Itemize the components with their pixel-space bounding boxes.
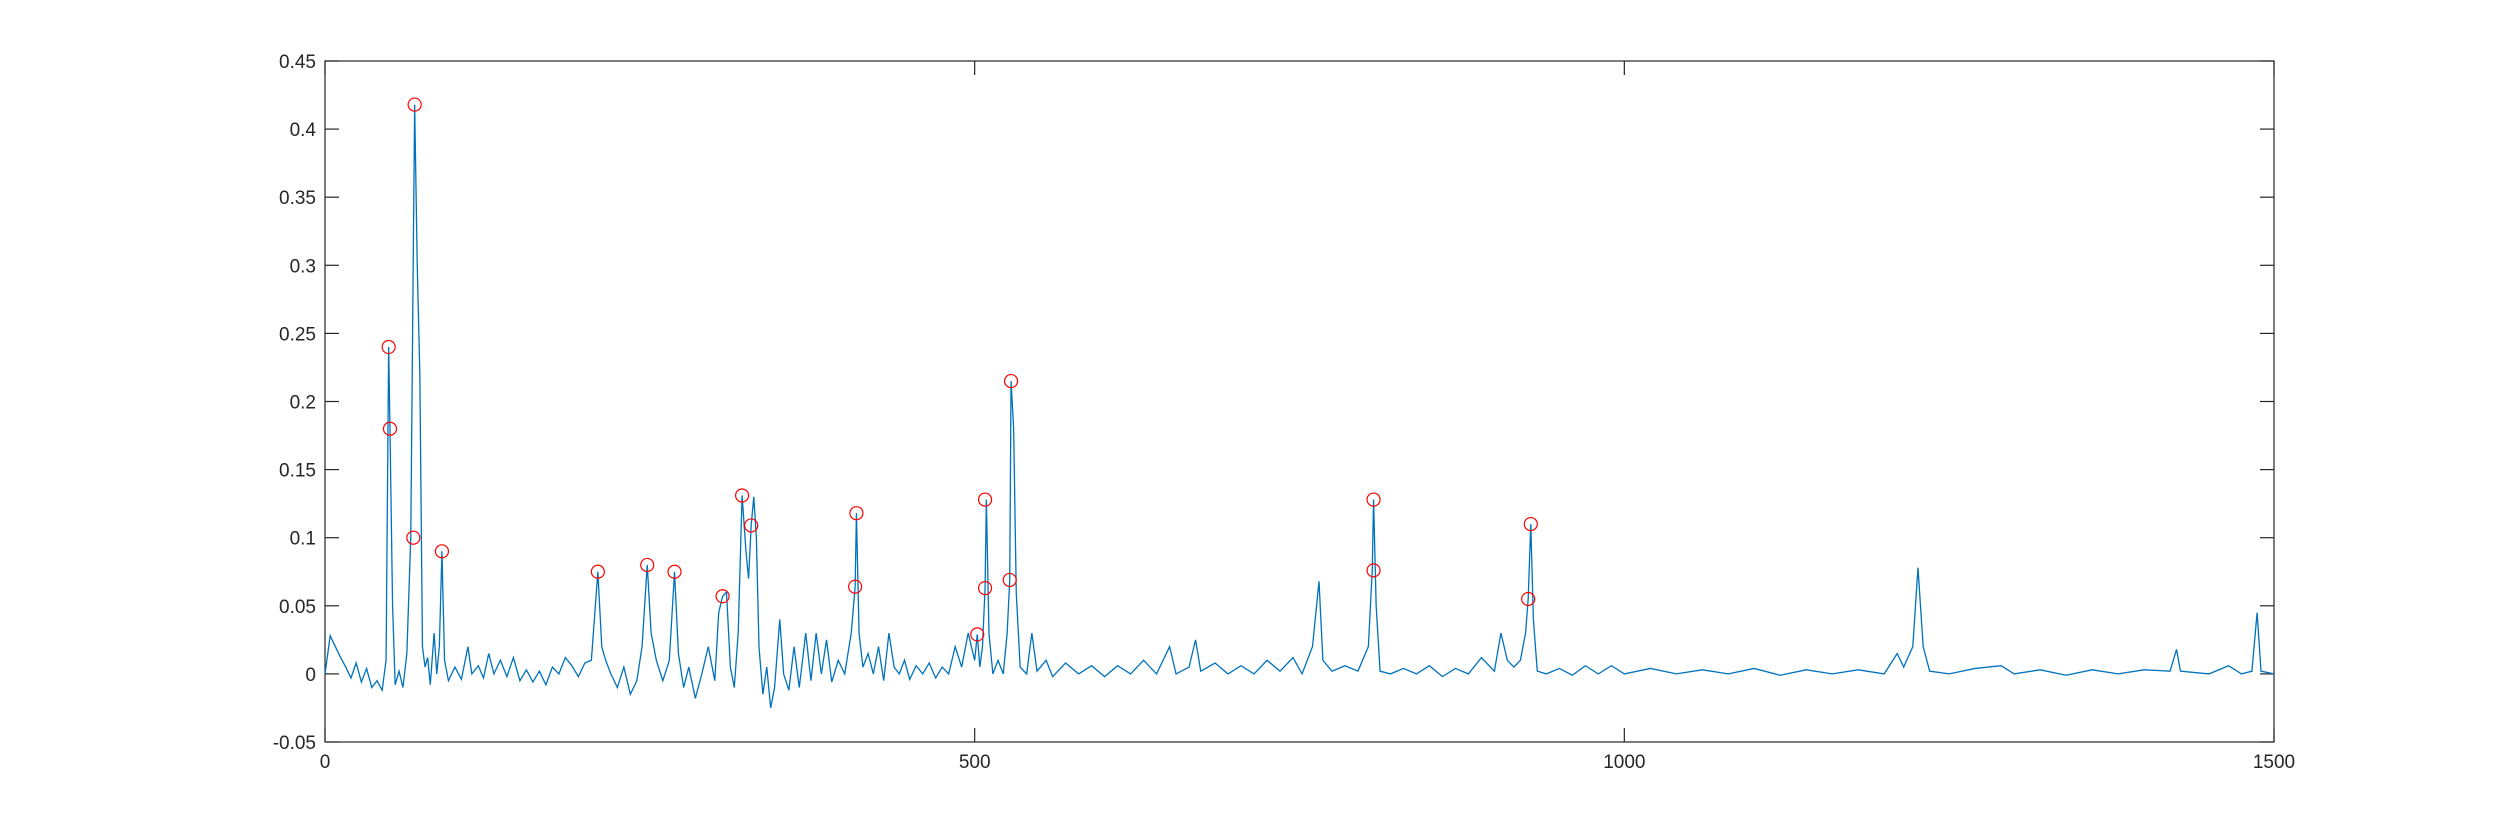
peak-marker xyxy=(434,544,450,559)
y-tick-label: 0 xyxy=(305,665,316,686)
peak-marker xyxy=(1521,591,1536,607)
y-tick-label: 0.1 xyxy=(290,529,316,550)
peak-marker xyxy=(667,564,682,579)
peak-marker xyxy=(977,492,993,507)
y-tick-label: -0.05 xyxy=(273,733,316,754)
peak-marker xyxy=(1002,572,1017,588)
y-tick-label: 0.25 xyxy=(279,324,316,345)
peak-marker xyxy=(1366,563,1381,578)
peak-marker xyxy=(406,530,421,545)
peak-marker xyxy=(849,506,864,521)
peak-marker xyxy=(977,580,993,596)
peak-marker xyxy=(715,589,730,604)
peak-marker xyxy=(734,488,750,503)
x-tick-label: 0 xyxy=(320,752,331,773)
peak-marker xyxy=(1366,492,1381,507)
peak-marker xyxy=(848,579,863,594)
y-tick-label: 0.35 xyxy=(279,188,316,209)
y-tick-label: 0.15 xyxy=(279,461,316,482)
x-tick-label: 500 xyxy=(959,752,991,773)
y-tick-label: 0.2 xyxy=(290,393,316,414)
peak-marker xyxy=(744,518,759,533)
peak-marker xyxy=(407,97,422,112)
peak-marker xyxy=(970,627,985,642)
y-tick-label: 0.4 xyxy=(290,120,317,141)
y-tick-label: 0.3 xyxy=(290,256,316,277)
data-line xyxy=(324,104,2275,709)
peak-marker xyxy=(590,564,605,579)
peak-marker xyxy=(1523,516,1538,532)
peak-marker xyxy=(1003,373,1019,389)
x-tick-label: 1500 xyxy=(2253,752,2295,773)
peak-marker xyxy=(640,557,655,573)
peak-marker xyxy=(382,421,398,436)
peak-marker xyxy=(381,339,396,355)
y-tick-label: 0.45 xyxy=(279,52,316,73)
x-tick-label: 1000 xyxy=(1603,752,1645,773)
y-tick-label: 0.05 xyxy=(279,597,316,618)
